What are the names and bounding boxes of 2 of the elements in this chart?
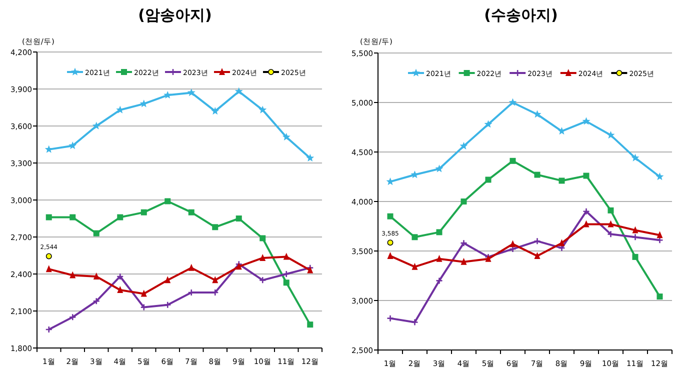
chart-title: (수송아지) — [484, 6, 558, 24]
chart-title: (암송아지) — [138, 6, 212, 24]
